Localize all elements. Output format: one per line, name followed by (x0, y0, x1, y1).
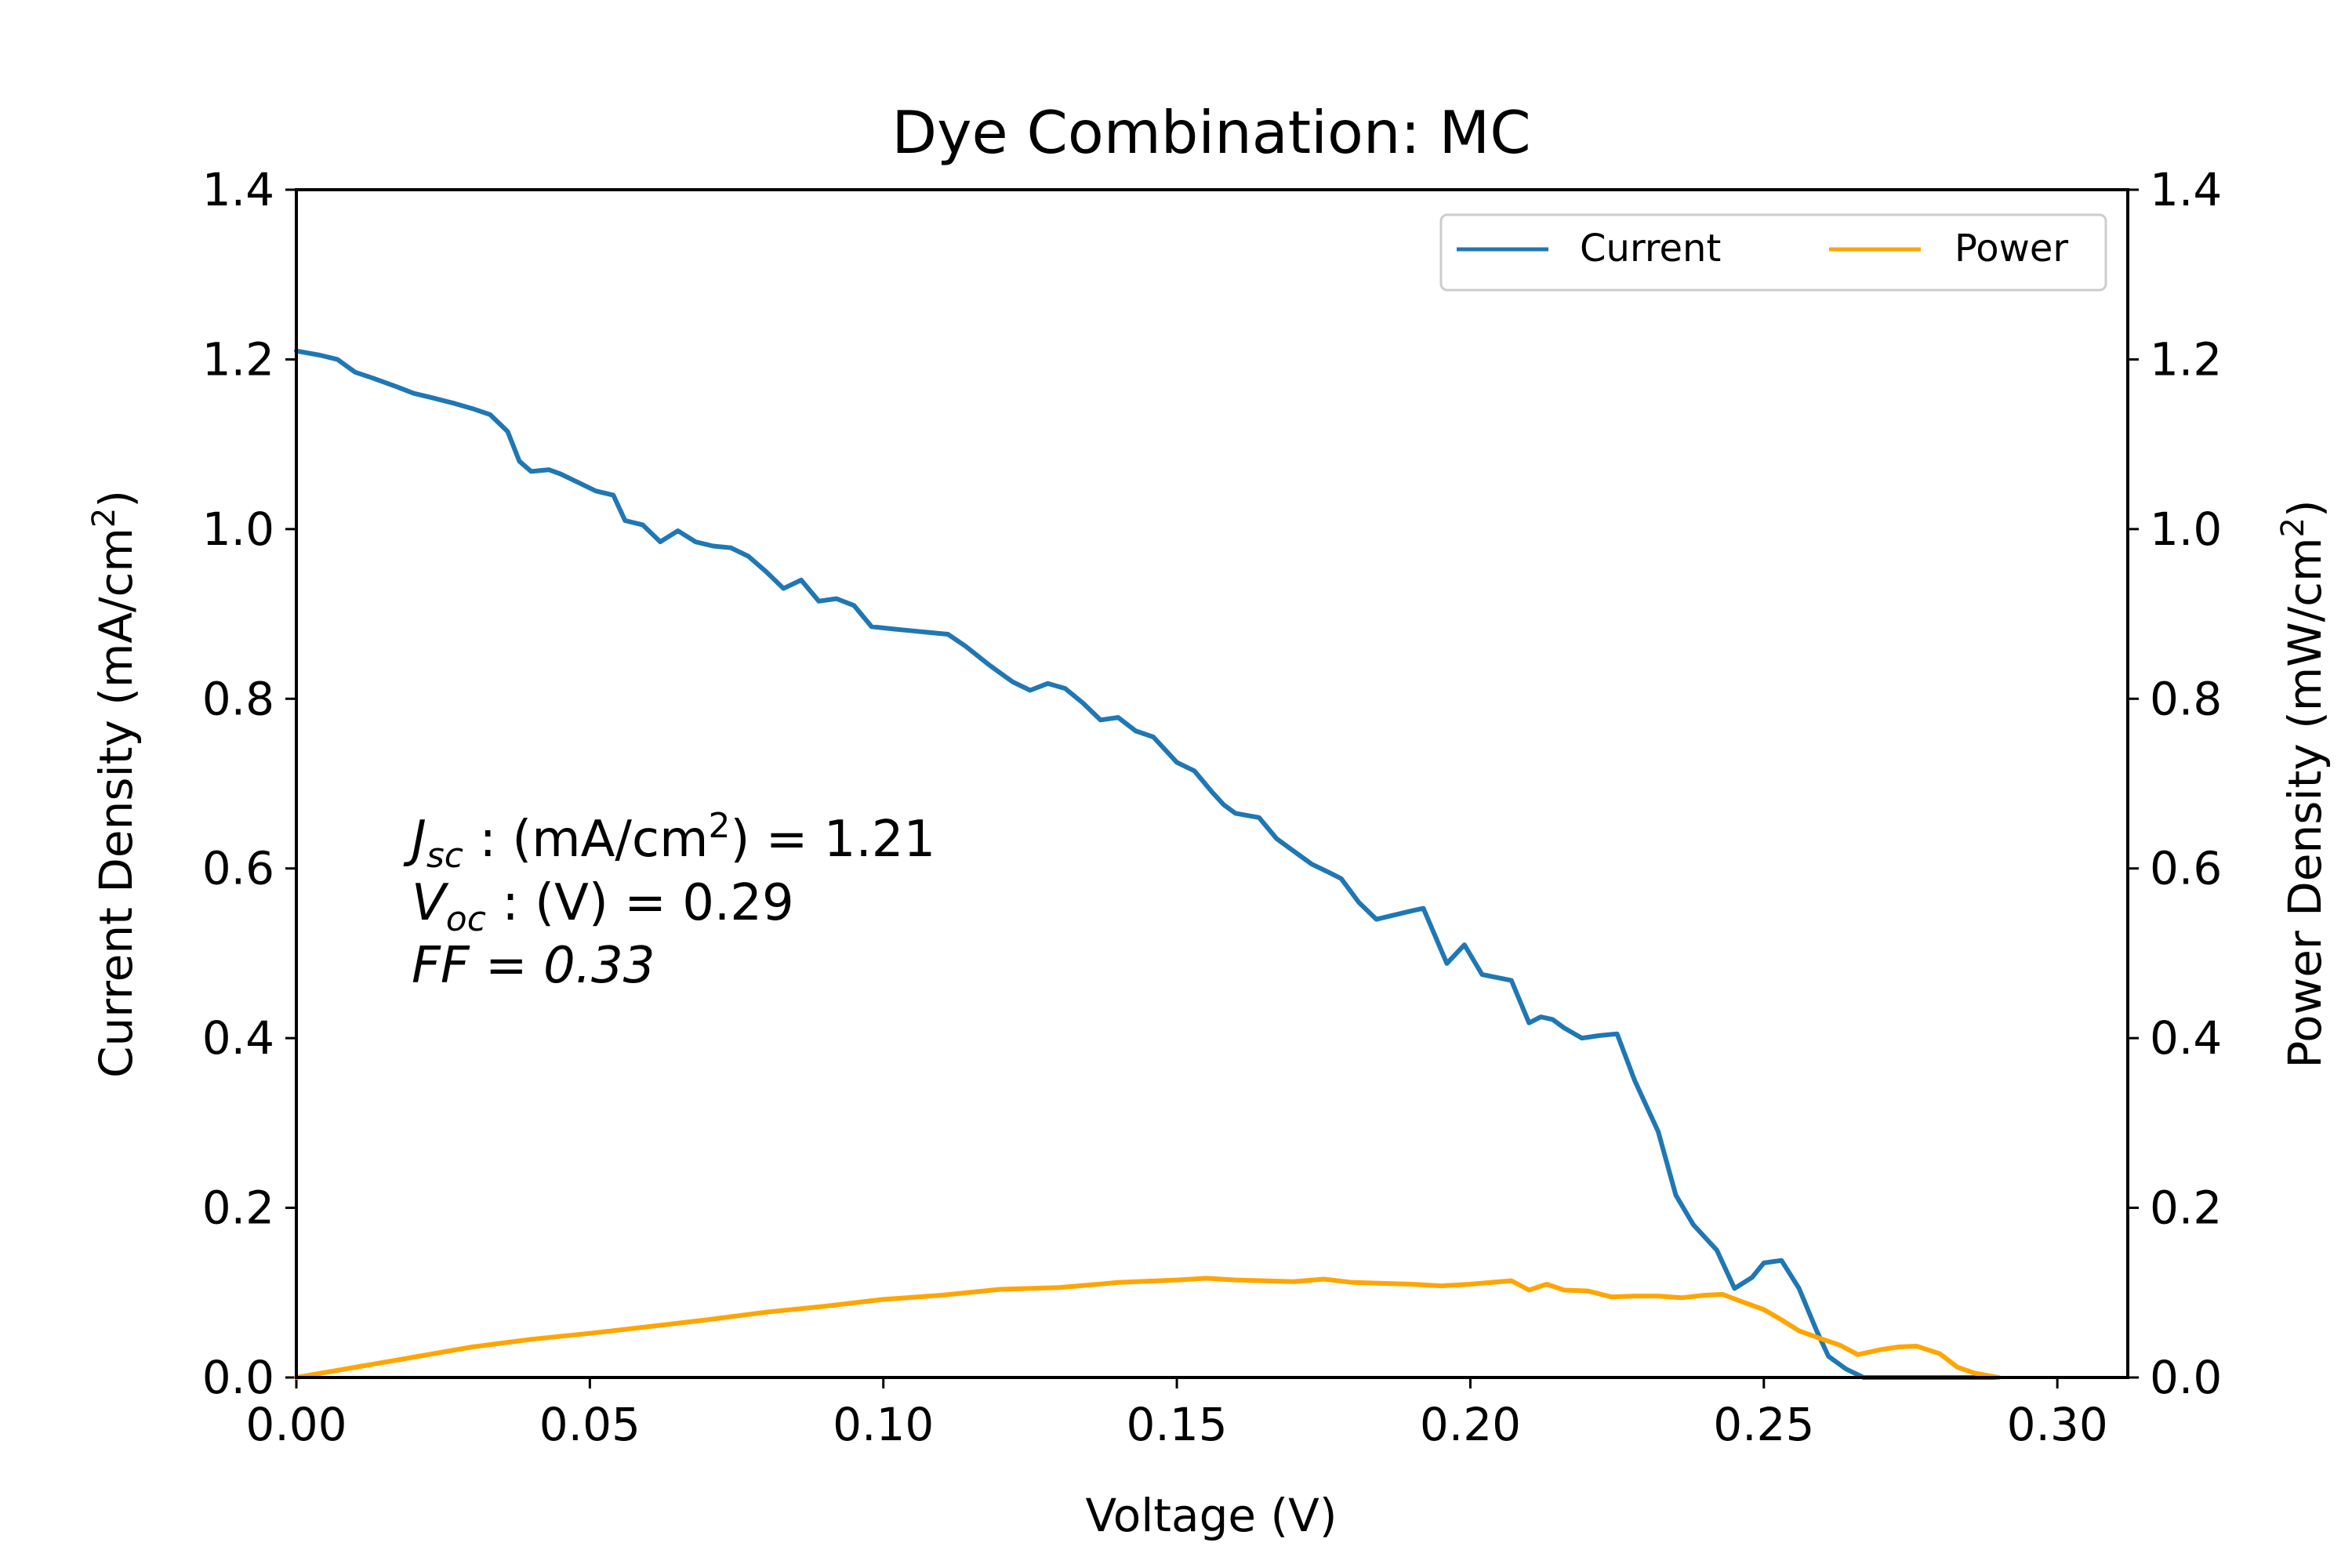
jsc-value: ) = 1.21 (730, 811, 935, 869)
left-y-axis-label-sup: 2 (86, 508, 122, 528)
right-y-tick-label: 1.4 (2150, 163, 2222, 216)
right-y-axis-label-sup: 2 (2275, 517, 2311, 537)
right-y-axis-label-close: ) (2278, 499, 2332, 517)
legend-power-label: Power (1955, 227, 2068, 270)
x-tick-label: 0.00 (245, 1398, 347, 1451)
right-y-tick-label: 1.2 (2150, 332, 2222, 386)
x-tick-label: 0.25 (1713, 1398, 1814, 1451)
jsc-units-sup: 2 (708, 806, 730, 846)
chart-title: Dye Combination: MC (891, 98, 1530, 167)
right-y-axis-label-main: Power Density (mW/cm (2278, 537, 2332, 1068)
voc-symbol: V (412, 874, 449, 932)
right-y-tick-label: 0.0 (2150, 1351, 2222, 1404)
x-tick-label: 0.05 (539, 1398, 641, 1451)
right-y-axis-ticks: 0.0 0.2 0.4 0.6 0.8 1.0 1.2 1.4 (2128, 163, 2222, 1404)
metrics-annotation: Jsc : (mA/cm2) = 1.21 Voc : (V) = 0.29 F… (403, 806, 935, 995)
left-y-tick-label: 0.6 (202, 842, 274, 895)
left-y-tick-label: 1.4 (202, 163, 274, 216)
x-tick-label: 0.30 (2007, 1398, 2108, 1451)
left-y-tick-label: 1.2 (202, 332, 274, 386)
left-y-axis-ticks: 0.0 0.2 0.4 0.6 0.8 1.0 1.2 1.4 (202, 163, 296, 1404)
voc-value: : (V) = 0.29 (486, 874, 794, 932)
ff-annotation: FF = 0.33 (412, 937, 655, 995)
jsc-units: : (mA/cm (463, 811, 708, 869)
left-y-tick-label: 0.0 (202, 1351, 274, 1404)
voc-annotation: Voc : (V) = 0.29 (412, 874, 794, 939)
left-y-tick-label: 1.0 (202, 503, 274, 556)
left-y-tick-label: 0.4 (202, 1011, 274, 1065)
right-y-tick-label: 0.4 (2150, 1011, 2222, 1065)
x-axis-ticks: 0.00 0.05 0.10 0.15 0.20 0.25 0.30 (245, 1377, 2108, 1451)
x-axis-label: Voltage (V) (1086, 1489, 1338, 1542)
x-tick-label: 0.10 (833, 1398, 934, 1451)
jsc-symbol: J (403, 811, 426, 869)
left-y-tick-label: 0.2 (202, 1181, 274, 1235)
right-y-axis-label: Power Density (mW/cm2) (2275, 499, 2332, 1068)
left-y-tick-label: 0.8 (202, 672, 274, 725)
jsc-annotation: Jsc : (mA/cm2) = 1.21 (403, 806, 935, 876)
jsc-subscript: sc (426, 836, 463, 876)
x-tick-label: 0.15 (1127, 1398, 1228, 1451)
series-power-line (294, 1276, 2002, 1380)
right-y-tick-label: 0.8 (2150, 672, 2222, 725)
right-y-tick-label: 1.0 (2150, 503, 2222, 556)
legend-box (1439, 213, 2107, 292)
x-tick-label: 0.20 (1420, 1398, 1521, 1451)
legend-current-label: Current (1580, 227, 1721, 270)
plot-frame (295, 188, 2129, 1379)
right-y-tick-label: 0.2 (2150, 1181, 2222, 1235)
voc-subscript: oc (446, 899, 486, 939)
left-y-axis-label-close: ) (89, 490, 143, 508)
left-y-axis-label: Current Density (mA/cm2) (86, 490, 143, 1078)
plot-series (294, 348, 2002, 1380)
left-y-axis-label-main: Current Density (mA/cm (89, 528, 143, 1078)
series-current-line (294, 348, 2002, 1380)
legend: Current Power (1439, 213, 2107, 292)
right-y-tick-label: 0.6 (2150, 842, 2222, 895)
